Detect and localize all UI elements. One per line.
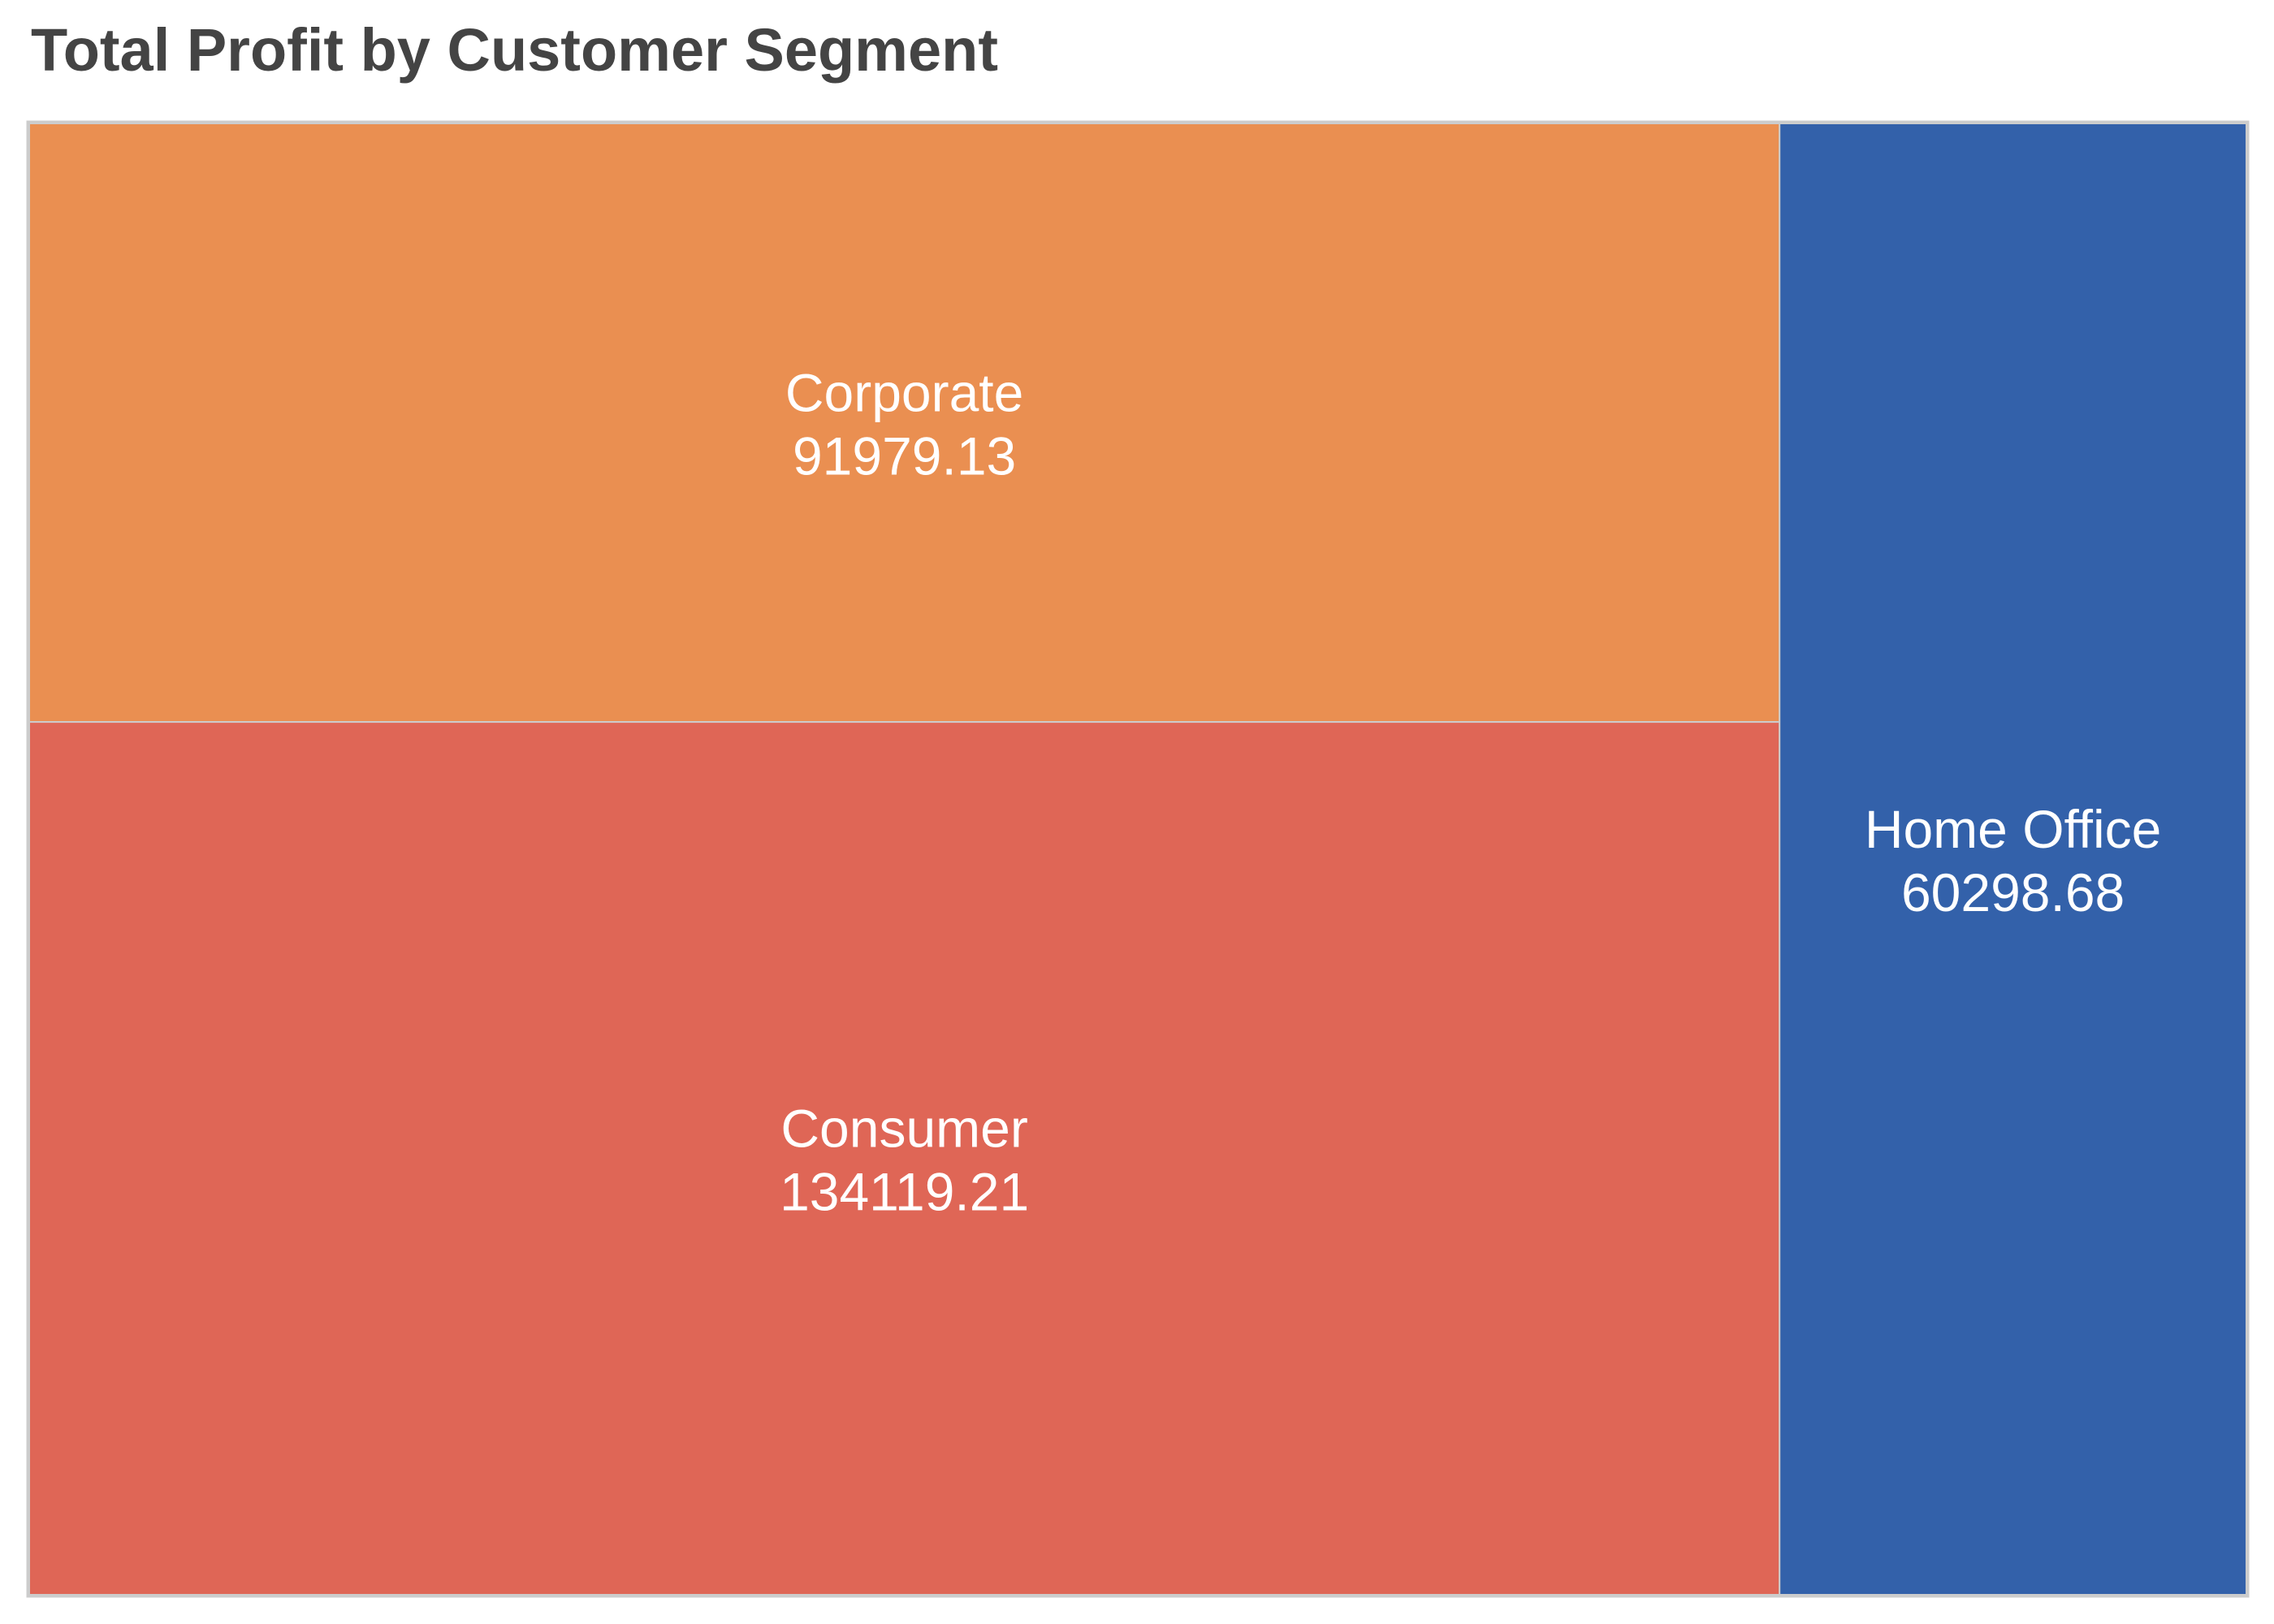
tile-label-consumer: Consumer [780, 1099, 1027, 1159]
tile-label-home-office: Home Office [1865, 799, 2162, 859]
chart-title: Total Profit by Customer Segment [31, 16, 998, 84]
tile-value-home-office: 60298.68 [1901, 862, 2125, 922]
tile-consumer [28, 721, 1781, 1596]
tile-label-corporate: Corporate [785, 363, 1024, 423]
tile-home-office [1779, 123, 2247, 1596]
tile-corporate [28, 123, 1781, 723]
tile-value-corporate: 91979.13 [793, 426, 1016, 486]
tile-value-consumer: 134119.21 [780, 1162, 1029, 1222]
